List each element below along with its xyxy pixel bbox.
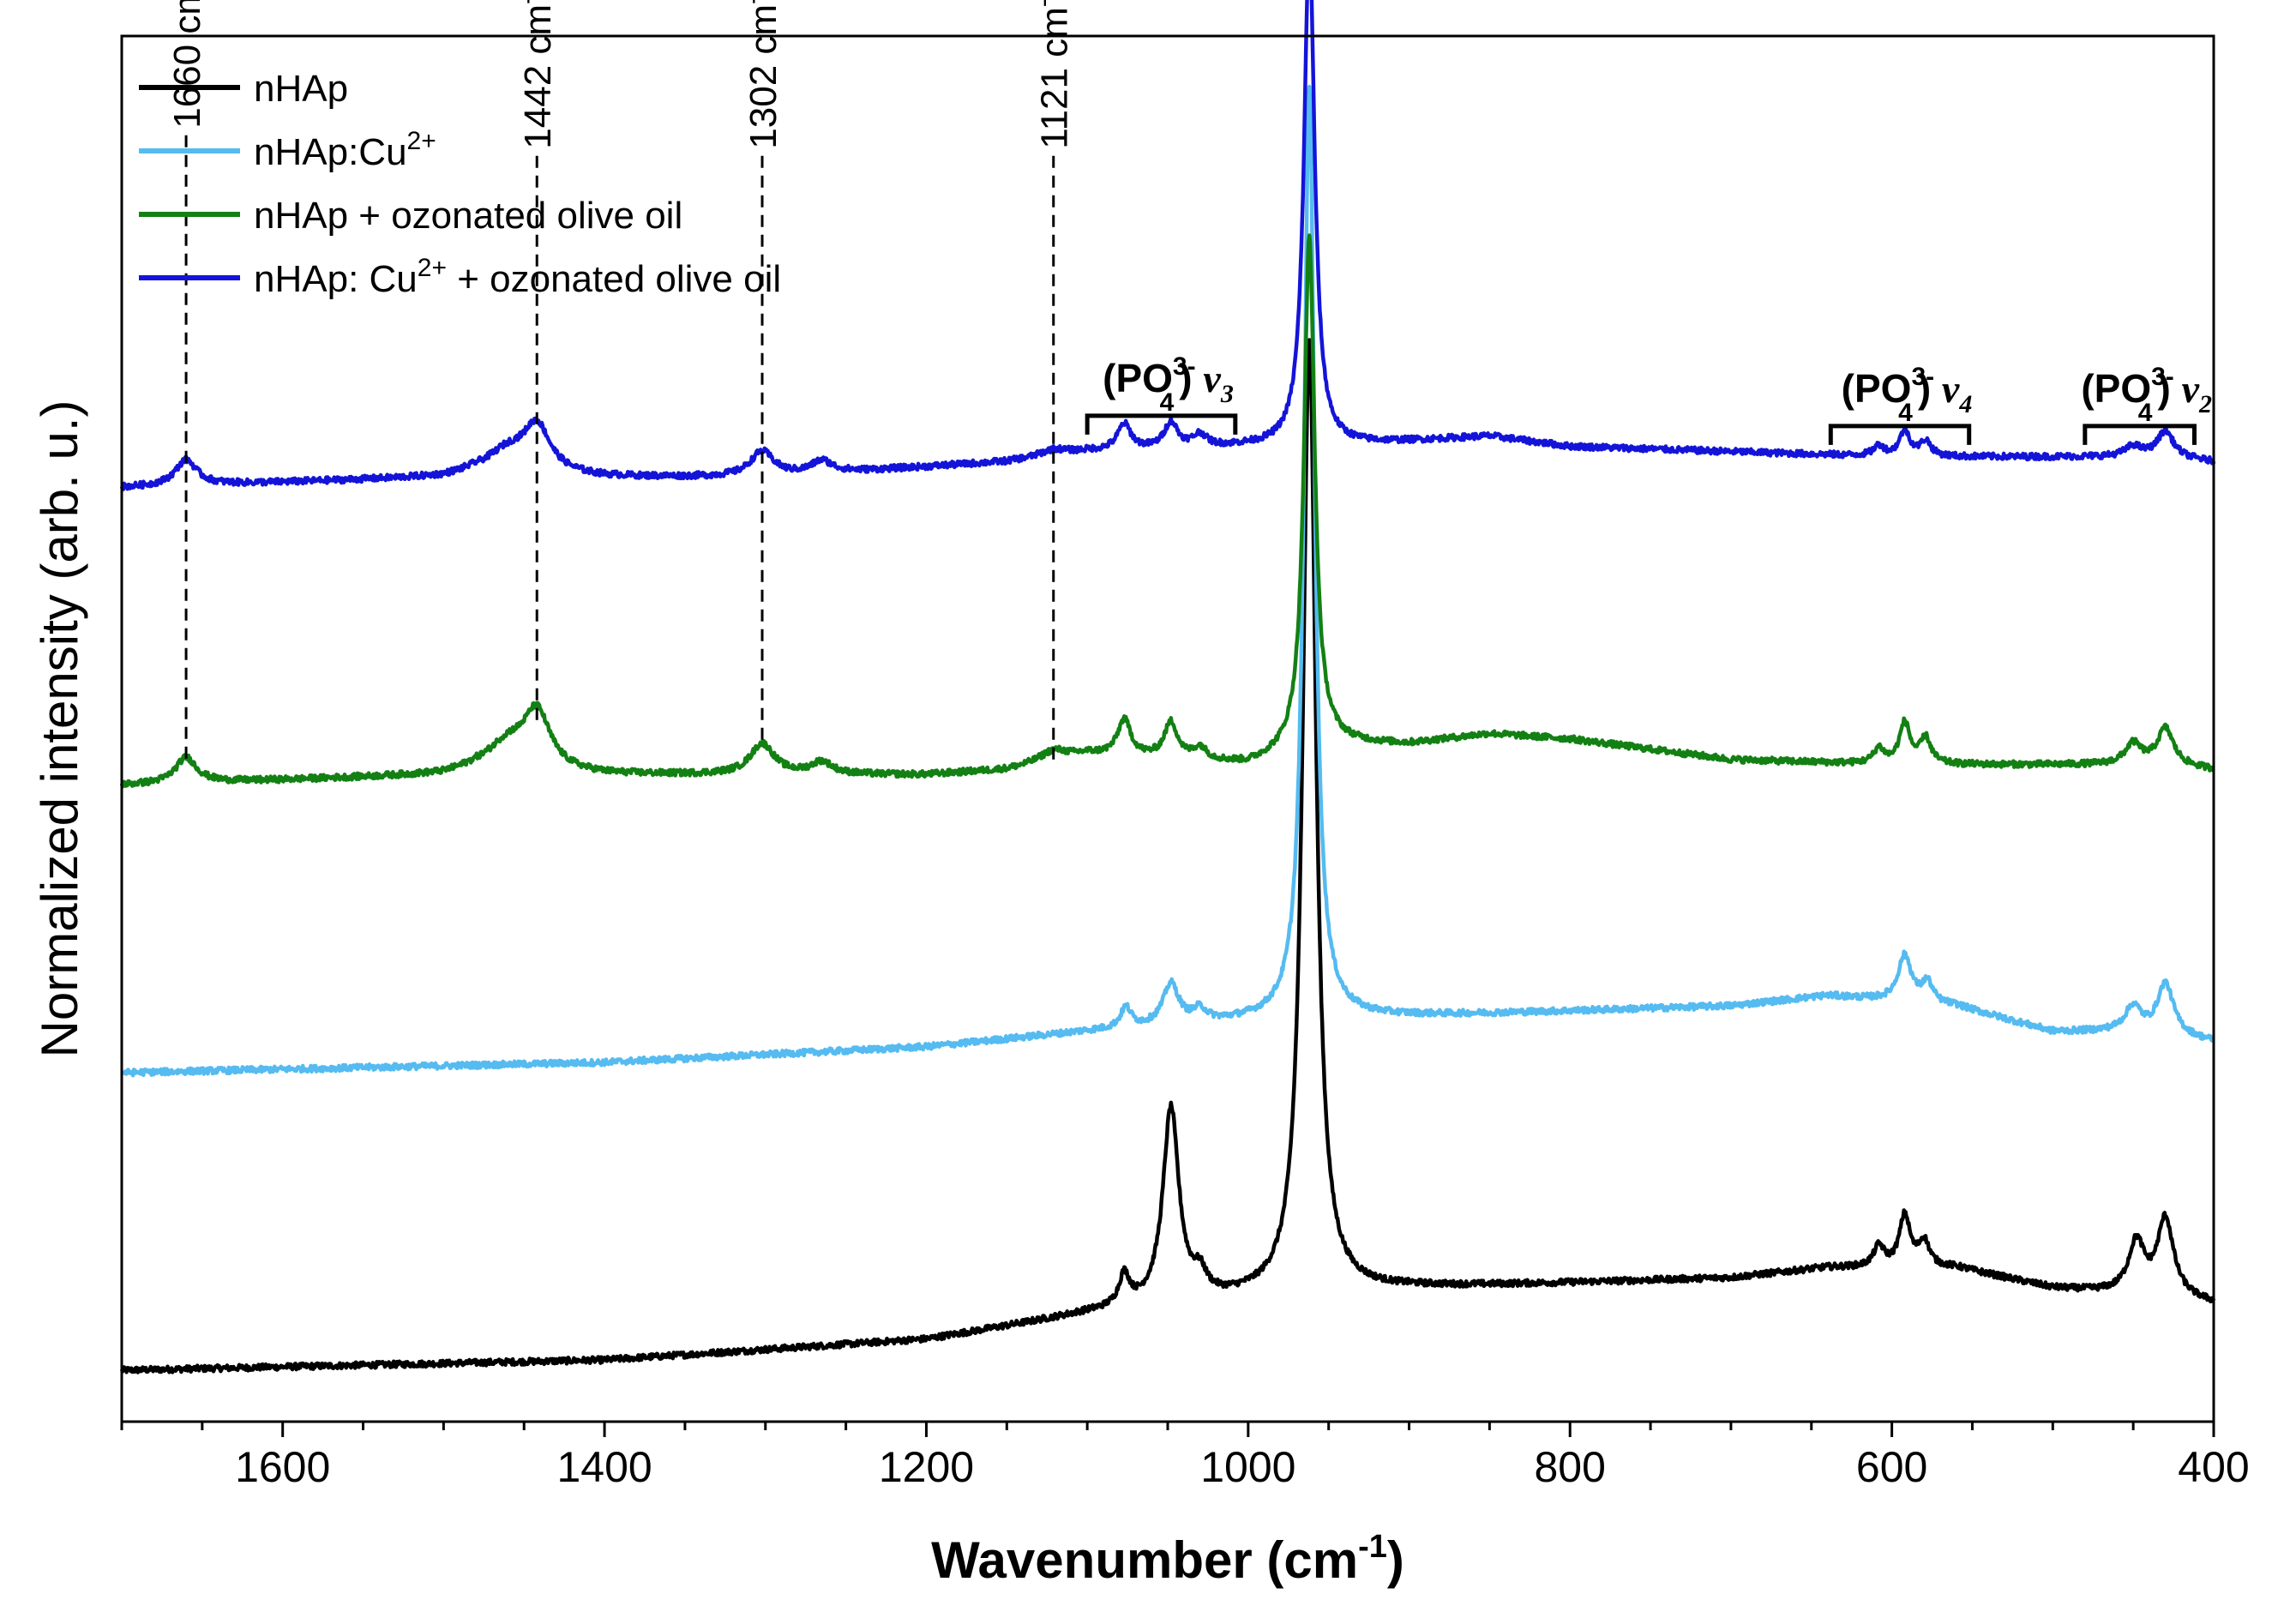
peak-label: 1121 cm-1	[1030, 0, 1076, 149]
legend: nHAp nHAp:Cu2+ nHAp + ozonated olive oil nH…	[139, 68, 781, 300]
x-tick-label: 800	[1535, 1443, 1606, 1491]
x-tick-label: 600	[1856, 1443, 1927, 1491]
group-label: (PO3-4) ν2	[2081, 363, 2212, 427]
x-axis-title: Wavenumber (cm-1)	[931, 1529, 1404, 1589]
legend-label: nHAp + ozonated olive oil	[254, 195, 682, 237]
group-bracket	[1085, 413, 1238, 435]
series-line-3	[119, 0, 2216, 491]
series-line-2	[119, 233, 2215, 789]
y-axis-title: Normalized intensity (arb. u.)	[31, 400, 88, 1058]
x-tick-label: 1600	[235, 1443, 330, 1491]
legend-label: nHAp	[254, 68, 348, 110]
group-label: (PO3-4) ν4	[1842, 363, 1973, 427]
series-layer	[119, 0, 2216, 1374]
annotation-layer: 1660 cm-1 1442 cm-1 1302 cm-1 1121 cm-1 (PO3…	[162, 0, 2212, 765]
x-tick-label: 400	[2178, 1443, 2249, 1491]
series-line-1	[120, 84, 2215, 1078]
x-tick-label: 1200	[879, 1443, 974, 1491]
peak-label: 1660 cm-1	[162, 0, 208, 129]
peak-label: 1302 cm-1	[738, 0, 784, 149]
legend-label: nHAp:Cu2+	[254, 127, 436, 173]
group-label: (PO3-4) ν3	[1103, 352, 1234, 417]
x-tick-label: 1000	[1200, 1443, 1295, 1491]
x-tick-label: 1400	[556, 1443, 652, 1491]
group-bracket	[1828, 424, 1972, 445]
legend-label: nHAp: Cu2+ + ozonated olive oil	[254, 254, 781, 300]
x-axis: 1600 1400 1200 1000 800 600 400	[120, 1422, 2250, 1491]
group-bracket	[2083, 424, 2197, 445]
peak-label: 1442 cm-1	[513, 0, 559, 149]
series-line-0	[119, 338, 2216, 1374]
